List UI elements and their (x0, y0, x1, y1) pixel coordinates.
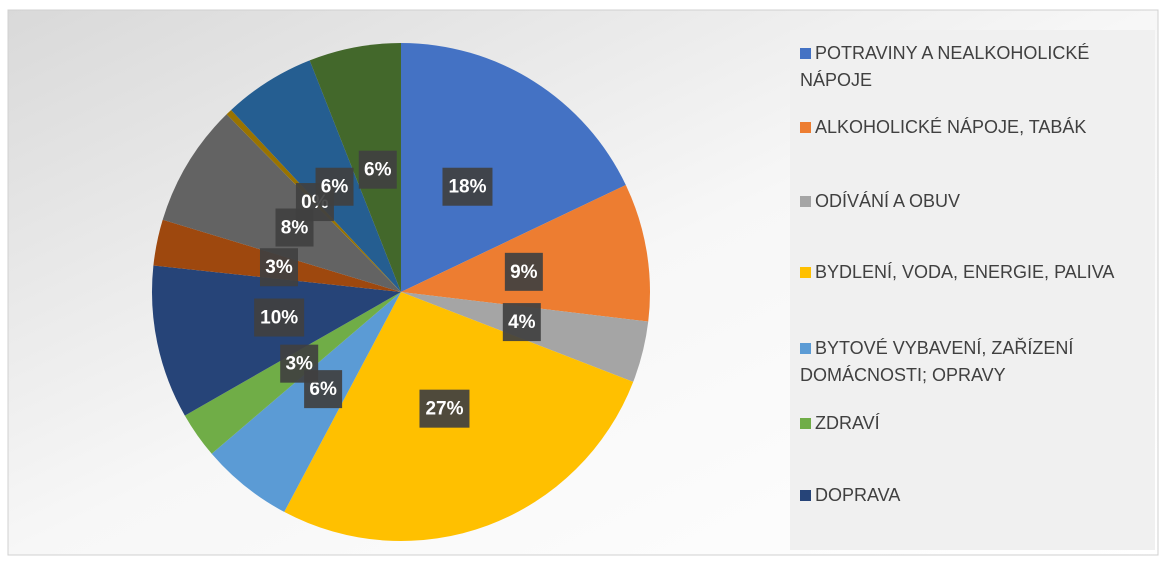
data-label: 4% (502, 303, 541, 342)
legend-swatch (800, 343, 811, 354)
legend: POTRAVINY A NEALKOHOLICKÉ NÁPOJE ALKOHOLI… (790, 30, 1155, 550)
data-label-text: 8% (281, 218, 309, 239)
data-label-box (358, 150, 397, 189)
data-label: 3% (280, 344, 319, 383)
data-label-box (502, 303, 541, 342)
data-label-text: 27% (425, 399, 463, 420)
data-label-box (504, 252, 543, 291)
legend-swatch (800, 418, 811, 429)
data-label: 9% (504, 252, 543, 291)
legend-item: ODÍVÁNÍ A OBUV (800, 188, 1145, 215)
data-label-text: 3% (285, 354, 313, 375)
legend-item: ZDRAVÍ (800, 410, 1145, 437)
legend-swatch (800, 122, 811, 133)
legend-label: ODÍVÁNÍ A OBUV (815, 191, 961, 211)
pie-slice (401, 43, 626, 292)
data-label-box (315, 167, 354, 206)
data-label-text: 6% (364, 160, 392, 181)
legend-item: ALKOHOLICKÉ NÁPOJE, TABÁK (800, 114, 1145, 141)
legend-label: BYDLENÍ, VODA, ENERGIE, PALIVA (815, 262, 1115, 282)
data-label-box (280, 344, 319, 383)
data-label-text: 18% (448, 177, 486, 198)
legend-label: ALKOHOLICKÉ NÁPOJE, TABÁK (815, 117, 1087, 137)
data-label-text: 6% (321, 177, 349, 198)
pie-slice (162, 114, 401, 292)
legend-item: POTRAVINY A NEALKOHOLICKÉ NÁPOJE (800, 40, 1145, 94)
data-label: 10% (254, 298, 305, 337)
legend-item: DOPRAVA (800, 482, 1145, 509)
legend-swatch (800, 267, 811, 278)
legend-swatch (800, 490, 811, 501)
pie-slice (151, 265, 401, 416)
legend-label: BYTOVÉ VYBAVENÍ, ZAŘÍZENÍ DOMÁCNOSTI; OP… (800, 338, 1074, 385)
data-label-text: 4% (508, 312, 536, 333)
data-label-box (419, 389, 470, 428)
data-label: 6% (315, 167, 354, 206)
data-label-box (442, 167, 493, 206)
data-label-text: 10% (260, 308, 298, 329)
data-label: 3% (259, 248, 298, 287)
data-label-text: 9% (510, 262, 538, 283)
data-label: 6% (358, 150, 397, 189)
data-label: 27% (419, 389, 470, 428)
legend-item: BYTOVÉ VYBAVENÍ, ZAŘÍZENÍ DOMÁCNOSTI; OP… (800, 335, 1145, 389)
legend-label: POTRAVINY A NEALKOHOLICKÉ NÁPOJE (800, 43, 1090, 90)
legend-swatch (800, 196, 811, 207)
legend-label: ZDRAVÍ (815, 413, 880, 433)
legend-item: BYDLENÍ, VODA, ENERGIE, PALIVA (800, 259, 1145, 286)
data-label-box (254, 298, 305, 337)
legend-swatch (800, 48, 811, 59)
data-label-text: 3% (265, 257, 293, 278)
data-label: 8% (275, 208, 314, 247)
data-label-text: 6% (309, 379, 337, 400)
pie-slice (309, 43, 401, 292)
data-label-box (259, 248, 298, 287)
data-label: 18% (442, 167, 493, 206)
legend-label: DOPRAVA (815, 485, 901, 505)
